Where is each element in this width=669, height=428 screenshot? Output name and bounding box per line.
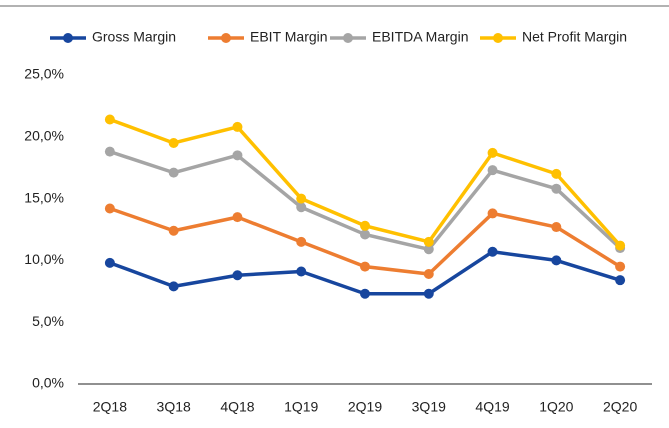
data-point	[551, 255, 562, 266]
legend-marker	[221, 33, 231, 43]
data-point	[423, 236, 434, 247]
data-point	[423, 244, 434, 255]
data-point	[296, 193, 307, 204]
y-tick-label: 5,0%	[32, 313, 64, 329]
data-point	[487, 246, 498, 257]
data-point	[296, 202, 307, 213]
data-point	[232, 212, 243, 223]
data-point	[232, 150, 243, 161]
data-point	[104, 146, 115, 157]
data-point	[487, 208, 498, 219]
legend-marker	[343, 33, 353, 43]
data-point	[168, 225, 179, 236]
data-point	[296, 266, 307, 277]
legend-marker	[493, 33, 503, 43]
y-tick-label: 0,0%	[32, 375, 64, 391]
data-point	[232, 270, 243, 281]
data-point	[615, 240, 626, 251]
data-point	[360, 220, 370, 231]
legend-label: Net Profit Margin	[522, 29, 627, 45]
x-tick-label: 2Q19	[348, 399, 382, 415]
data-point	[615, 261, 626, 272]
x-tick-label: 1Q20	[539, 399, 573, 415]
data-point	[487, 147, 498, 158]
x-tick-label: 1Q19	[284, 399, 318, 415]
data-point	[104, 114, 115, 125]
data-point	[423, 288, 434, 299]
legend-label: EBITDA Margin	[372, 29, 468, 45]
data-point	[296, 236, 307, 247]
data-point	[615, 275, 626, 286]
legend-marker	[63, 33, 73, 43]
x-tick-label: 3Q19	[412, 399, 446, 415]
data-point	[551, 168, 562, 179]
y-tick-label: 20,0%	[24, 128, 64, 144]
data-point	[360, 261, 370, 272]
x-tick-label: 3Q18	[157, 399, 191, 415]
x-tick-label: 4Q19	[475, 399, 509, 415]
data-point	[487, 165, 498, 176]
data-point	[168, 167, 179, 178]
series-line	[109, 249, 621, 296]
legend-label: Gross Margin	[92, 29, 176, 45]
x-tick-label: 4Q18	[220, 399, 254, 415]
y-tick-label: 25,0%	[24, 66, 64, 82]
x-tick-label: 2Q18	[93, 399, 127, 415]
data-point	[551, 183, 562, 194]
data-point	[360, 288, 370, 299]
data-point	[168, 281, 179, 292]
data-point	[168, 137, 179, 148]
data-point	[551, 222, 562, 233]
y-tick-label: 10,0%	[24, 251, 64, 267]
legend-label: EBIT Margin	[250, 29, 328, 45]
y-tick-label: 15,0%	[24, 189, 64, 205]
data-point	[232, 121, 243, 132]
data-point	[104, 257, 115, 268]
x-tick-label: 2Q20	[603, 399, 637, 415]
data-point	[423, 268, 434, 279]
data-point	[104, 203, 115, 214]
data-point	[360, 229, 370, 240]
